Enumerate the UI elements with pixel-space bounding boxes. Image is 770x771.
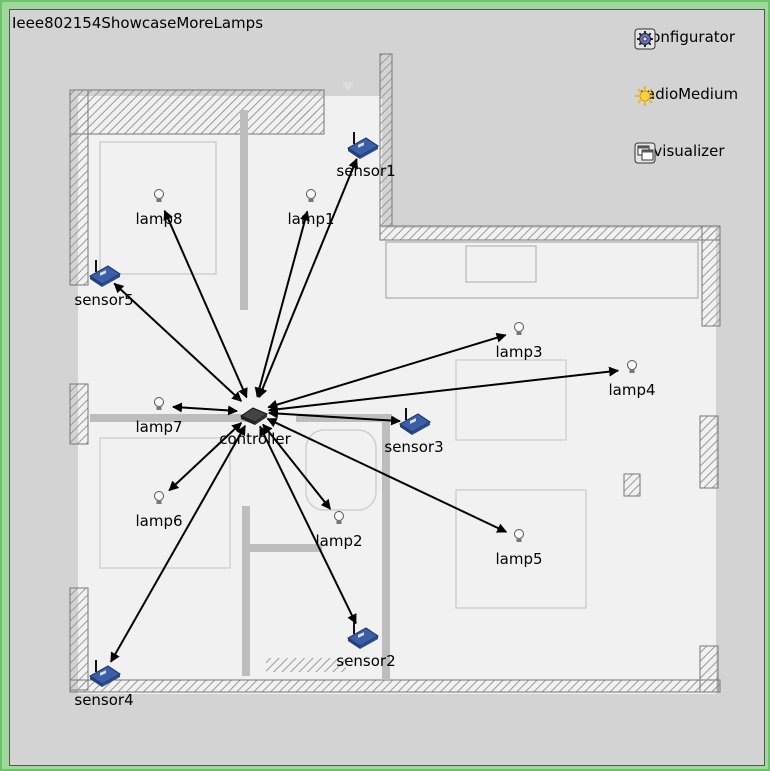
network-canvas: Ieee802154ShowcaseMoreLamps bbox=[9, 9, 765, 766]
visualizer-module[interactable]: visualizer bbox=[634, 142, 744, 164]
lightbulb-icon bbox=[627, 360, 637, 373]
sensor-board-icon bbox=[399, 408, 431, 435]
visualizer-label: visualizer bbox=[653, 142, 725, 160]
node-label-lamp6: lamp6 bbox=[135, 512, 182, 530]
gear-icon bbox=[634, 28, 656, 50]
node-sensor5[interactable]: sensor5 bbox=[74, 260, 134, 309]
node-label-lamp1: lamp1 bbox=[287, 210, 334, 228]
configurator-module[interactable]: configurator bbox=[634, 28, 744, 50]
radio-medium-label: radioMedium bbox=[639, 85, 739, 103]
link-controller-lamp4 bbox=[267, 366, 620, 415]
floor-plan-diagram: controller sensor1 sensor2 sensor3 sensor4 se… bbox=[69, 53, 721, 709]
node-label-sensor5: sensor5 bbox=[74, 291, 133, 309]
node-lamp5[interactable]: lamp5 bbox=[495, 529, 543, 569]
link-controller-lamp7 bbox=[172, 402, 238, 416]
lightbulb-icon bbox=[154, 189, 164, 202]
node-lamp8[interactable]: lamp8 bbox=[135, 189, 183, 229]
node-label-sensor1: sensor1 bbox=[336, 162, 395, 180]
lightbulb-icon bbox=[154, 491, 164, 504]
lightbulb-icon bbox=[514, 529, 524, 542]
network-title: Ieee802154ShowcaseMoreLamps bbox=[12, 14, 264, 32]
node-label-lamp2: lamp2 bbox=[315, 532, 362, 550]
node-label-sensor3: sensor3 bbox=[384, 438, 443, 456]
link-controller-lamp1 bbox=[254, 210, 310, 398]
link-controller-lamp8 bbox=[163, 209, 248, 399]
node-label-lamp5: lamp5 bbox=[495, 550, 542, 568]
sensor-board-icon bbox=[347, 132, 379, 159]
node-controller[interactable]: controller bbox=[219, 407, 292, 448]
node-label-lamp3: lamp3 bbox=[495, 343, 542, 361]
radio-medium-module[interactable]: radioMedium bbox=[634, 85, 744, 106]
node-label-controller: controller bbox=[219, 430, 291, 448]
node-sensor4[interactable]: sensor4 bbox=[74, 660, 134, 709]
floor-plan bbox=[69, 53, 721, 694]
node-label-lamp7: lamp7 bbox=[135, 418, 182, 436]
link-controller-lamp5 bbox=[266, 417, 508, 533]
link-controller-lamp6 bbox=[168, 422, 243, 492]
node-lamp3[interactable]: lamp3 bbox=[495, 322, 543, 362]
node-label-lamp8: lamp8 bbox=[135, 210, 182, 228]
windows-icon bbox=[634, 142, 656, 164]
node-lamp1[interactable]: lamp1 bbox=[287, 189, 335, 229]
node-label-sensor4: sensor4 bbox=[74, 691, 133, 709]
lightbulb-icon bbox=[514, 322, 524, 335]
sensor-board-icon bbox=[89, 660, 121, 687]
lightbulb-icon bbox=[334, 511, 344, 524]
lightbulb-icon bbox=[306, 189, 316, 202]
sensor-board-icon bbox=[89, 260, 121, 287]
node-lamp7[interactable]: lamp7 bbox=[135, 397, 183, 437]
sensor-board-icon bbox=[347, 622, 379, 649]
node-lamp6[interactable]: lamp6 bbox=[135, 491, 183, 531]
node-label-sensor2: sensor2 bbox=[336, 652, 395, 670]
node-sensor1[interactable]: sensor1 bbox=[336, 132, 396, 180]
router-icon bbox=[239, 407, 269, 425]
link-layer bbox=[110, 158, 620, 663]
node-sensor3[interactable]: sensor3 bbox=[384, 408, 444, 456]
node-lamp4[interactable]: lamp4 bbox=[608, 360, 656, 400]
node-layer: controller sensor1 sensor2 sensor3 sensor4 se… bbox=[74, 132, 656, 709]
node-sensor2[interactable]: sensor2 bbox=[336, 622, 396, 670]
node-lamp2[interactable]: lamp2 bbox=[315, 511, 363, 551]
node-label-lamp4: lamp4 bbox=[608, 381, 655, 399]
configurator-label: configurator bbox=[643, 28, 735, 46]
lightbulb-icon bbox=[154, 397, 164, 410]
sun-icon bbox=[635, 86, 655, 106]
